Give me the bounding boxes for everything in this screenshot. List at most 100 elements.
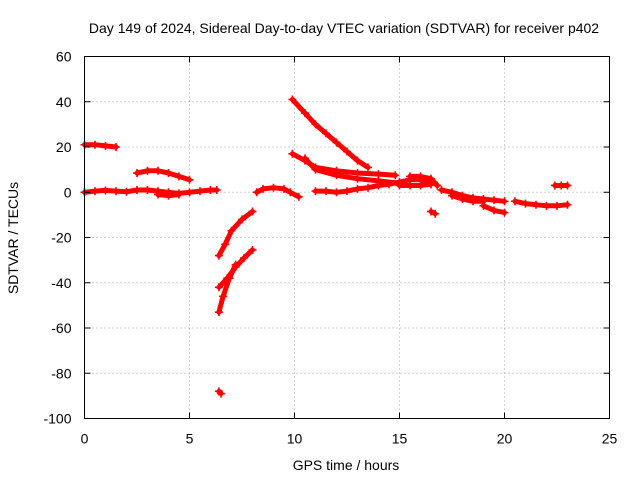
data-point (322, 129, 330, 138)
series-trace (216, 262, 239, 315)
data-point (431, 209, 440, 218)
data-point (374, 170, 383, 179)
x-tick-label: 20 (497, 431, 513, 447)
series-arc-3 (133, 166, 194, 184)
data-point (269, 183, 278, 192)
data-point (288, 149, 297, 158)
data-point (406, 181, 414, 190)
data-point (154, 166, 162, 175)
data-point (175, 190, 183, 199)
data-point (238, 215, 246, 224)
data-point (563, 181, 572, 190)
series-trace (397, 181, 434, 188)
data-point (385, 180, 393, 189)
y-tick-label: -60 (51, 320, 71, 336)
data-point (433, 181, 442, 190)
data-point (280, 184, 288, 193)
data-point (91, 187, 99, 196)
data-point (343, 147, 351, 156)
data-point (427, 207, 435, 216)
y-tick-label: 60 (56, 49, 72, 65)
data-point (395, 181, 404, 190)
series-arc-4 (154, 190, 183, 200)
series-arc-21 (550, 181, 572, 190)
series-arc-14 (395, 180, 435, 190)
data-point (112, 143, 120, 151)
data-point (143, 166, 152, 175)
data-point (343, 187, 351, 196)
data-point (490, 196, 498, 205)
y-tick-label: -100 (43, 411, 71, 427)
data-point (311, 120, 320, 129)
series-arc-19 (479, 201, 509, 217)
data-point (500, 208, 509, 217)
data-point (219, 292, 228, 301)
x-axis-label: GPS time / hours (293, 457, 400, 473)
y-tick-label: -80 (51, 365, 71, 381)
data-point (521, 199, 530, 208)
chart-title: Day 149 of 2024, Sidereal Day-to-day VTE… (89, 20, 599, 36)
data-point (214, 308, 223, 317)
y-tick-label: -20 (51, 230, 71, 246)
data-point (511, 197, 519, 206)
data-point (332, 138, 341, 147)
data-point (217, 389, 225, 398)
data-point (294, 192, 303, 201)
series-arc-2 (80, 185, 221, 198)
data-point (212, 185, 221, 194)
axis-ticks (84, 56, 610, 419)
data-point (301, 109, 309, 118)
x-tick-label: 0 (81, 431, 89, 447)
data-point (563, 200, 572, 209)
data-point (133, 185, 141, 194)
data-point (437, 185, 446, 194)
data-point (416, 172, 425, 181)
data-point (185, 175, 194, 184)
data-series (80, 95, 572, 398)
data-point (353, 174, 362, 183)
series-trace (134, 168, 192, 183)
data-point (143, 185, 152, 194)
data-point (406, 172, 414, 181)
data-point (214, 283, 223, 292)
series-arc-7 (214, 260, 240, 317)
data-point (553, 201, 561, 210)
data-point (91, 140, 99, 149)
series-arc-8 (214, 387, 225, 398)
data-point (240, 253, 249, 262)
data-point (332, 188, 341, 197)
data-point (225, 274, 234, 283)
data-point (479, 201, 488, 210)
x-tick-label: 10 (287, 431, 303, 447)
y-tick-label: -40 (51, 275, 71, 291)
series-arc-9 (252, 183, 303, 201)
data-point (322, 187, 330, 196)
y-tick-label: 20 (56, 139, 72, 155)
series-arc-5 (214, 207, 257, 260)
data-point (248, 245, 257, 254)
data-point (259, 184, 267, 193)
data-point (154, 190, 162, 199)
data-point (448, 191, 456, 200)
data-point (364, 163, 372, 172)
x-tick-label: 15 (392, 431, 408, 447)
plot-frame (84, 56, 610, 419)
data-point (311, 165, 320, 174)
series-arc-10 (288, 95, 372, 172)
data-point (332, 171, 341, 180)
series-trace (82, 142, 119, 150)
data-point (122, 187, 131, 196)
data-point (416, 181, 425, 190)
data-point (311, 187, 320, 196)
y-tick-label: 0 (64, 184, 72, 200)
series-trace (289, 97, 371, 170)
data-point (532, 200, 540, 209)
data-point (288, 95, 297, 104)
data-point (175, 172, 183, 181)
data-point (364, 183, 372, 192)
axis-tick-labels: 0 5 10 15 20 25 -100 -80 -60 -40 -20 0 20 40 60 (43, 49, 617, 447)
data-point (164, 191, 173, 200)
data-point (231, 260, 240, 269)
